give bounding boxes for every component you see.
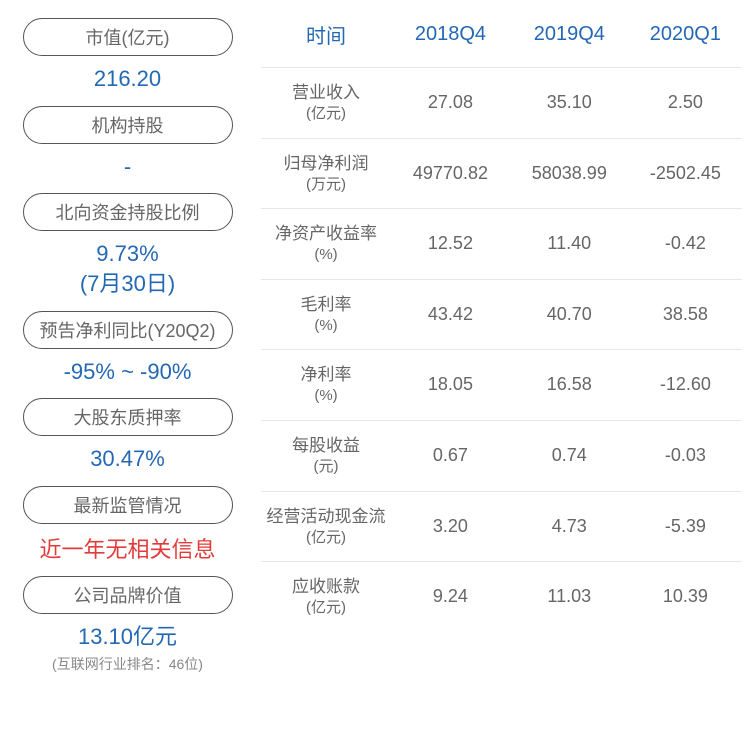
table-cell: 38.58 — [629, 279, 742, 350]
metric-name: 毛利率 — [265, 294, 387, 316]
metric-label-cell: 应收账款(亿元) — [261, 562, 391, 632]
summary-label-pill: 大股东质押率 — [23, 398, 233, 436]
table-cell: 35.10 — [510, 68, 629, 139]
metric-label-cell: 净资产收益率(%) — [261, 209, 391, 280]
col-2018q4-header: 2018Q4 — [391, 0, 510, 68]
table-cell: 0.74 — [510, 420, 629, 491]
financial-table-container: 时间 2018Q4 2019Q4 2020Q1 营业收入(亿元)27.0835.… — [255, 0, 750, 748]
table-cell: 10.39 — [629, 562, 742, 632]
metric-name: 净利率 — [265, 364, 387, 386]
metric-unit: (%) — [265, 245, 387, 265]
table-row: 归母净利润(万元)49770.8258038.99-2502.45 — [261, 138, 742, 209]
table-cell: -0.03 — [629, 420, 742, 491]
summary-value: 9.73%(7月30日) — [80, 239, 175, 298]
summary-subtext: (互联网行业排名：46位) — [52, 654, 203, 674]
summary-label-pill: 预告净利同比(Y20Q2) — [23, 311, 233, 349]
summary-item: 最新监管情况近一年无相关信息 — [10, 486, 245, 564]
financial-table: 时间 2018Q4 2019Q4 2020Q1 营业收入(亿元)27.0835.… — [261, 0, 742, 632]
metric-unit: (亿元) — [265, 104, 387, 124]
table-cell: -12.60 — [629, 350, 742, 421]
metric-name: 每股收益 — [265, 435, 387, 457]
table-row: 净利率(%)18.0516.58-12.60 — [261, 350, 742, 421]
metric-name: 经营活动现金流 — [265, 506, 387, 528]
metric-unit: (万元) — [265, 175, 387, 195]
table-cell: 40.70 — [510, 279, 629, 350]
summary-item: 市值(亿元) 216.20 — [10, 18, 245, 94]
summary-value: 30.47% — [90, 444, 165, 474]
table-cell: 12.52 — [391, 209, 510, 280]
summary-item: 预告净利同比(Y20Q2) -95% ~ -90% — [10, 311, 245, 387]
table-row: 净资产收益率(%)12.5211.40-0.42 — [261, 209, 742, 280]
summary-value: 近一年无相关信息 — [39, 532, 215, 564]
metric-name: 营业收入 — [265, 82, 387, 104]
table-cell: 2.50 — [629, 68, 742, 139]
summary-label-pill: 机构持股 — [23, 106, 233, 144]
table-row: 应收账款(亿元)9.2411.0310.39 — [261, 562, 742, 632]
summary-value: - — [124, 152, 131, 182]
table-cell: 18.05 — [391, 350, 510, 421]
col-time-header: 时间 — [261, 0, 391, 68]
table-cell: 58038.99 — [510, 138, 629, 209]
table-cell: -5.39 — [629, 491, 742, 562]
metric-label-cell: 营业收入(亿元) — [261, 68, 391, 139]
metric-name: 净资产收益率 — [265, 223, 387, 245]
table-row: 营业收入(亿元)27.0835.102.50 — [261, 68, 742, 139]
table-cell: 49770.82 — [391, 138, 510, 209]
table-cell: 27.08 — [391, 68, 510, 139]
metric-name: 归母净利润 — [265, 153, 387, 175]
table-row: 每股收益(元)0.670.74-0.03 — [261, 420, 742, 491]
metric-unit: (%) — [265, 386, 387, 406]
summary-label-pill: 市值(亿元) — [23, 18, 233, 56]
summary-item: 北向资金持股比例 9.73%(7月30日) — [10, 193, 245, 298]
summary-item: 大股东质押率 30.47% — [10, 398, 245, 474]
table-cell: 11.03 — [510, 562, 629, 632]
col-2019q4-header: 2019Q4 — [510, 0, 629, 68]
metric-unit: (亿元) — [265, 528, 387, 548]
table-cell: 3.20 — [391, 491, 510, 562]
table-cell: 16.58 — [510, 350, 629, 421]
summary-item: 机构持股 - — [10, 106, 245, 182]
table-cell: 9.24 — [391, 562, 510, 632]
table-header-row: 时间 2018Q4 2019Q4 2020Q1 — [261, 0, 742, 68]
summary-label-pill: 北向资金持股比例 — [23, 193, 233, 231]
metric-name: 应收账款 — [265, 576, 387, 598]
summary-value: -95% ~ -90% — [64, 357, 192, 387]
table-cell: 4.73 — [510, 491, 629, 562]
table-cell: -0.42 — [629, 209, 742, 280]
summary-value: 13.10亿元 — [78, 622, 177, 652]
metric-label-cell: 每股收益(元) — [261, 420, 391, 491]
summary-label-pill: 最新监管情况 — [23, 486, 233, 524]
summary-item: 公司品牌价值 13.10亿元(互联网行业排名：46位) — [10, 576, 245, 674]
table-row: 经营活动现金流(亿元)3.204.73-5.39 — [261, 491, 742, 562]
metric-label-cell: 归母净利润(万元) — [261, 138, 391, 209]
metric-unit: (元) — [265, 457, 387, 477]
metric-label-cell: 毛利率(%) — [261, 279, 391, 350]
metric-label-cell: 净利率(%) — [261, 350, 391, 421]
left-summary-column: 市值(亿元) 216.20 机构持股 - 北向资金持股比例 9.73%(7月30日) 预告净… — [0, 0, 255, 748]
metric-unit: (%) — [265, 316, 387, 336]
table-body: 营业收入(亿元)27.0835.102.50归母净利润(万元)49770.825… — [261, 68, 742, 632]
table-row: 毛利率(%)43.4240.7038.58 — [261, 279, 742, 350]
col-2020q1-header: 2020Q1 — [629, 0, 742, 68]
table-cell: 43.42 — [391, 279, 510, 350]
table-cell: 11.40 — [510, 209, 629, 280]
summary-label-pill: 公司品牌价值 — [23, 576, 233, 614]
metric-label-cell: 经营活动现金流(亿元) — [261, 491, 391, 562]
metric-unit: (亿元) — [265, 598, 387, 618]
table-cell: 0.67 — [391, 420, 510, 491]
table-cell: -2502.45 — [629, 138, 742, 209]
summary-value: 216.20 — [94, 64, 161, 94]
